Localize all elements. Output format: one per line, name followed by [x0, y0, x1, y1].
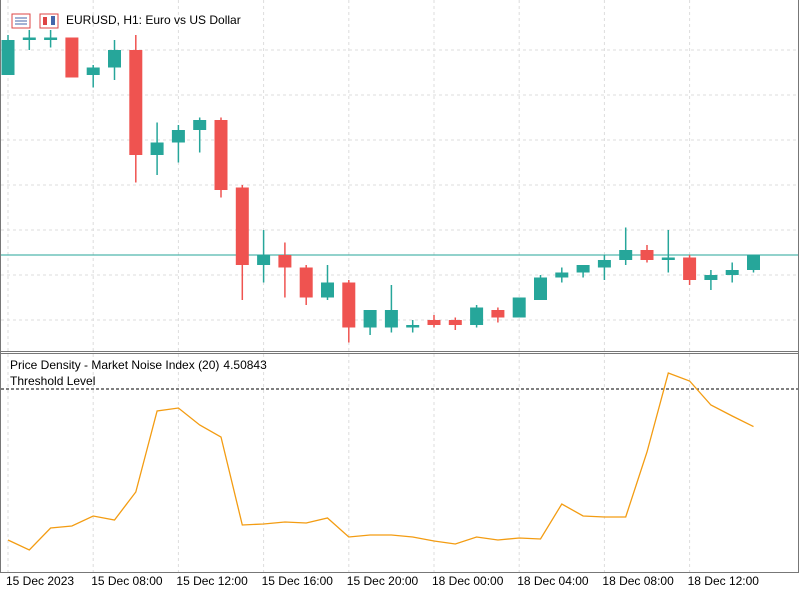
candle-body: [491, 310, 505, 318]
candle-body: [278, 255, 292, 268]
candle-body: [448, 320, 462, 325]
candle-body: [619, 250, 633, 260]
candle-body: [321, 282, 334, 298]
icon: [43, 17, 47, 25]
candle-body: [129, 50, 143, 155]
chart-title: EURUSD, H1: Euro vs US Dollar: [66, 13, 241, 27]
candle-body: [555, 272, 569, 278]
candle-body: [470, 307, 484, 325]
candle-body: [576, 265, 590, 273]
candle-body: [534, 277, 547, 300]
indicator-line: [7, 372, 754, 551]
candle-body: [257, 255, 271, 265]
candle-body: [747, 255, 760, 270]
symbol-icons: [11, 13, 59, 29]
candle-body: [108, 50, 121, 68]
candle-body: [683, 257, 697, 280]
x-tick-label: 15 Dec 12:00: [176, 574, 248, 588]
candle-body: [704, 275, 718, 280]
plot: [1, 30, 798, 551]
indicator-value: 4.50843: [223, 358, 267, 372]
candle-body: [363, 310, 377, 328]
candle-body: [235, 187, 249, 265]
candle-body: [86, 67, 100, 75]
candle-body: [1, 40, 15, 75]
indicator-title: Price Density - Market Noise Index (20): [10, 358, 219, 372]
candle-body: [512, 297, 526, 318]
icon: [39, 13, 59, 29]
x-tick-label: 15 Dec 2023: [6, 574, 74, 588]
x-tick-label: 18 Dec 00:00: [432, 574, 504, 588]
candle-body: [427, 320, 441, 325]
candle-body: [214, 120, 228, 190]
x-tick-label: 15 Dec 20:00: [347, 574, 419, 588]
candle-body: [597, 260, 611, 268]
candle-body: [150, 142, 164, 155]
candle-body: [384, 310, 398, 328]
x-tick-label: 18 Dec 08:00: [602, 574, 674, 588]
candle-body: [661, 257, 675, 260]
x-tick-label: 18 Dec 04:00: [517, 574, 589, 588]
candle-body: [22, 37, 36, 40]
candle-body: [640, 250, 654, 260]
candle-body: [171, 130, 185, 143]
threshold-label: Threshold Level: [10, 374, 95, 388]
x-tick-label: 15 Dec 16:00: [262, 574, 334, 588]
candle-body: [44, 37, 58, 40]
icon: [51, 16, 55, 25]
candle-body: [193, 120, 207, 130]
candle-body: [725, 270, 739, 275]
candle-body: [342, 282, 356, 328]
x-tick-label: 18 Dec 12:00: [688, 574, 760, 588]
candle-body: [299, 267, 313, 298]
candle-body: [406, 325, 420, 328]
x-tick-label: 15 Dec 08:00: [91, 574, 163, 588]
candle-body: [65, 37, 79, 78]
